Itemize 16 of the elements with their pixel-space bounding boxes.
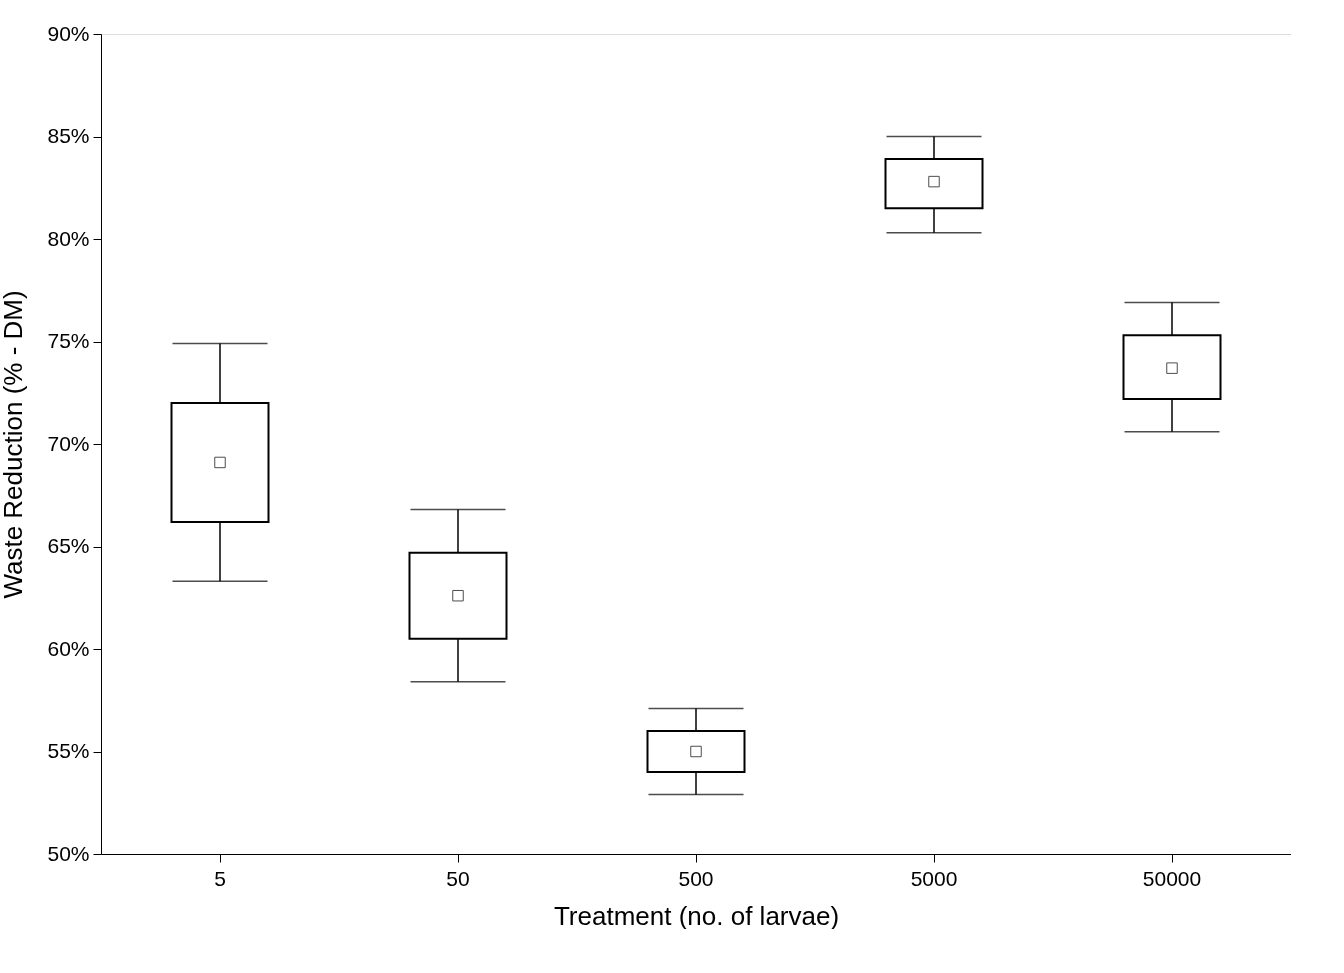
y-tick-label: 90% [47, 21, 90, 45]
y-tick-label: 75% [47, 329, 90, 352]
x-tick-label: 50000 [1142, 866, 1202, 890]
y-axis-title: Waste Reduction (% - DM) [0, 290, 29, 599]
x-tick-label: 5000 [910, 866, 958, 890]
y-tick-label: 85% [47, 124, 90, 147]
y-tick-label: 55% [47, 739, 90, 762]
x-tick-label: 500 [678, 866, 714, 890]
x-tick-label: 50 [446, 866, 470, 890]
y-tick-label: 80% [47, 226, 90, 250]
y-tick-label: 70% [47, 431, 90, 455]
y-tick-label: 60% [47, 636, 90, 660]
y-tick-label: 65% [47, 534, 90, 557]
y-tick-label: 50% [47, 841, 90, 865]
x-tick-label: 5 [214, 866, 226, 890]
x-axis-title: Treatment (no. of larvae) [553, 900, 840, 931]
